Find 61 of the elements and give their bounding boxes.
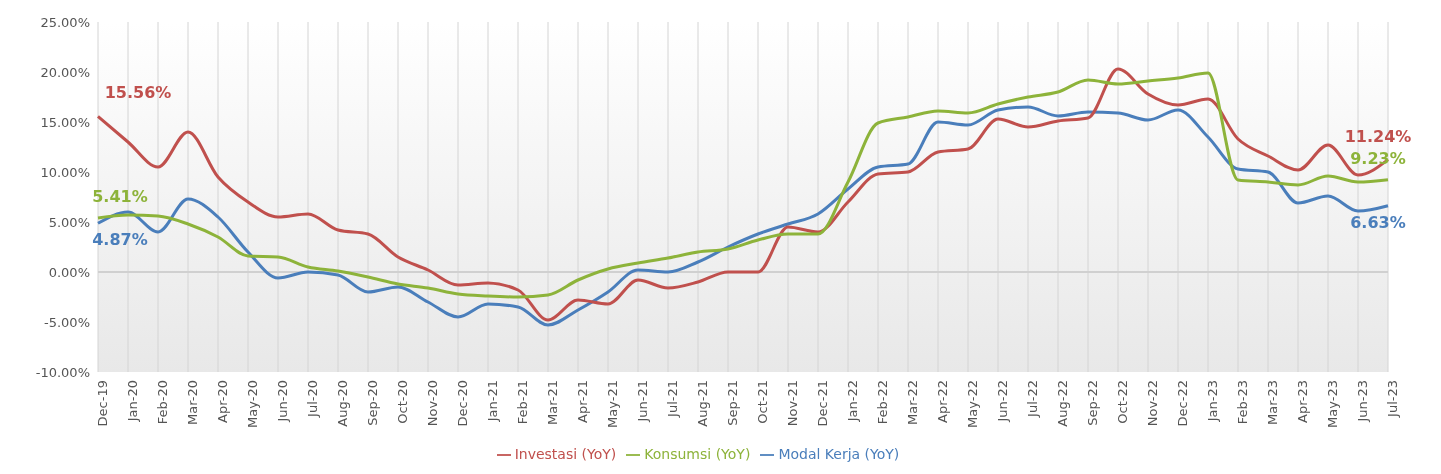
x-tick-label: Jan-22 xyxy=(845,380,861,423)
x-tick-label: Jul-23 xyxy=(1385,380,1401,418)
y-tick-label: 10.00% xyxy=(40,164,90,180)
x-tick-label: Sep-22 xyxy=(1085,380,1101,426)
data-label: 6.63% xyxy=(1350,212,1406,232)
x-tick-label: Feb-23 xyxy=(1235,380,1251,425)
x-tick-label: Jul-20 xyxy=(305,380,321,418)
y-tick-label: 15.00% xyxy=(40,114,90,130)
x-tick-label: Jul-21 xyxy=(665,380,681,418)
x-tick-label: Jun-23 xyxy=(1355,380,1371,423)
x-tick-label: Dec-21 xyxy=(815,380,831,427)
x-tick-label: Oct-22 xyxy=(1115,380,1131,424)
y-tick-label: 0.00% xyxy=(48,264,90,280)
x-tick-label: Jan-23 xyxy=(1205,380,1221,423)
x-tick-label: May-23 xyxy=(1325,380,1341,428)
legend-label: Modal Kerja (YoY) xyxy=(778,446,900,462)
y-tick-label: -5.00% xyxy=(44,314,90,330)
x-tick-label: Apr-23 xyxy=(1295,380,1311,423)
x-tick-label: Nov-21 xyxy=(785,380,801,427)
x-tick-label: Jan-20 xyxy=(125,380,141,423)
x-tick-label: Apr-22 xyxy=(935,380,951,423)
y-tick-label: 25.00% xyxy=(40,14,90,30)
data-label: 4.87% xyxy=(92,230,148,250)
x-tick-label: Feb-21 xyxy=(515,380,531,425)
x-tick-label: Aug-22 xyxy=(1055,380,1071,427)
x-tick-label: Sep-20 xyxy=(365,380,381,426)
x-tick-label: Dec-20 xyxy=(455,380,471,427)
x-tick-label: Aug-21 xyxy=(695,380,711,427)
x-tick-label: May-21 xyxy=(605,380,621,428)
x-tick-label: May-22 xyxy=(965,380,981,428)
x-tick-label: Jun-21 xyxy=(635,380,651,423)
x-tick-label: Dec-19 xyxy=(95,380,111,427)
x-tick-label: Jan-21 xyxy=(485,380,501,423)
x-tick-label: Jun-22 xyxy=(995,380,1011,423)
y-tick-label: 20.00% xyxy=(40,64,90,80)
x-tick-label: Aug-20 xyxy=(335,380,351,427)
x-tick-label: May-20 xyxy=(245,380,261,428)
legend-label: Investasi (YoY) xyxy=(514,446,617,462)
x-tick-label: Apr-21 xyxy=(575,380,591,423)
data-label: 5.41% xyxy=(92,186,148,206)
y-tick-label: -10.00% xyxy=(35,364,90,380)
x-tick-label: Jul-22 xyxy=(1025,380,1041,418)
x-tick-label: Mar-22 xyxy=(905,380,921,425)
x-tick-label: Jun-20 xyxy=(275,380,291,423)
x-tick-label: Feb-20 xyxy=(155,380,171,425)
data-label: 11.24% xyxy=(1344,126,1412,146)
x-tick-label: Nov-20 xyxy=(425,380,441,427)
x-tick-label: Nov-22 xyxy=(1145,380,1161,427)
x-tick-label: Oct-21 xyxy=(755,380,771,424)
x-tick-label: Oct-20 xyxy=(395,380,411,424)
x-tick-label: Mar-20 xyxy=(185,380,201,425)
x-tick-label: Mar-23 xyxy=(1265,380,1281,425)
x-tick-label: Sep-21 xyxy=(725,380,741,426)
x-tick-label: Mar-21 xyxy=(545,380,561,425)
legend-label: Konsumsi (YoY) xyxy=(644,446,751,462)
x-tick-label: Dec-22 xyxy=(1175,380,1191,427)
data-label: 9.23% xyxy=(1350,148,1406,168)
y-tick-label: 5.00% xyxy=(48,214,90,230)
x-tick-label: Feb-22 xyxy=(875,380,891,425)
x-tick-label: Apr-20 xyxy=(215,380,231,423)
data-label: 15.56% xyxy=(104,83,172,103)
